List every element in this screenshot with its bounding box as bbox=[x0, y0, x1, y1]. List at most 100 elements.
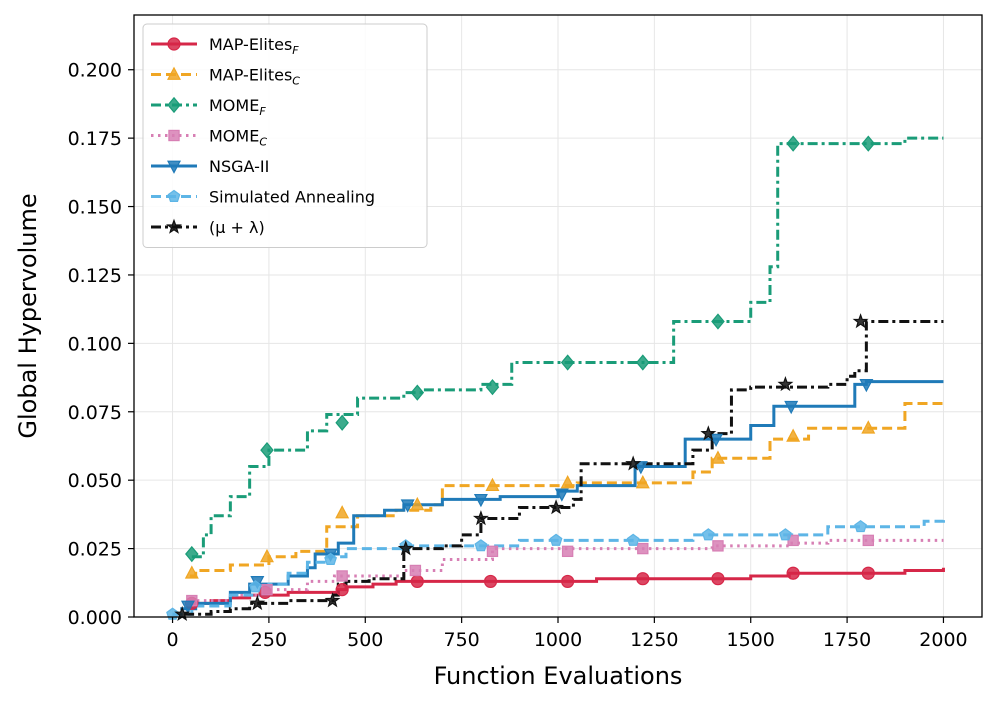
data-point-marker bbox=[625, 455, 642, 471]
series-line-4 bbox=[180, 380, 944, 611]
data-point-marker bbox=[261, 583, 273, 596]
data-point-marker bbox=[324, 552, 337, 565]
data-point-marker bbox=[180, 600, 195, 614]
data-point-marker bbox=[259, 548, 274, 563]
y-tick-label: 0.050 bbox=[68, 470, 122, 492]
series-markers-3 bbox=[186, 534, 874, 607]
data-point-marker bbox=[861, 566, 875, 580]
data-point-marker bbox=[560, 354, 575, 371]
series-line-2 bbox=[191, 136, 944, 559]
data-point-marker bbox=[410, 574, 424, 589]
y-tick-label: 0.150 bbox=[68, 197, 122, 219]
legend-subscript: C bbox=[292, 75, 300, 88]
data-point-marker bbox=[859, 379, 874, 393]
legend: MAP-ElitesFMAP-ElitesCMOMEFMOMECNSGA-IIS… bbox=[142, 23, 428, 248]
y-tick-label: 0.100 bbox=[68, 333, 122, 355]
data-point-marker bbox=[777, 376, 794, 392]
data-point-marker bbox=[324, 592, 341, 608]
legend-marker-2 bbox=[167, 96, 181, 114]
data-point-marker bbox=[711, 572, 725, 586]
x-axis-label: Function Evaluations bbox=[434, 662, 683, 690]
data-point-marker bbox=[633, 461, 648, 475]
data-point-marker bbox=[472, 510, 489, 526]
legend-subscript: C bbox=[259, 136, 267, 149]
data-point-marker bbox=[560, 475, 575, 489]
y-tick-label: 0.000 bbox=[68, 607, 122, 629]
legend-label-5: Simulated Annealing bbox=[209, 188, 375, 207]
x-tick-label: 500 bbox=[347, 629, 383, 651]
y-tick-label: 0.025 bbox=[68, 539, 122, 561]
legend-name: Simulated Annealing bbox=[209, 188, 375, 207]
legend-label-0: MAP-ElitesF bbox=[209, 35, 299, 57]
x-tick-label: 0 bbox=[166, 629, 178, 651]
data-point-marker bbox=[861, 135, 876, 152]
data-point-marker bbox=[548, 499, 565, 515]
data-point-marker bbox=[409, 564, 422, 577]
data-point-marker bbox=[410, 496, 425, 511]
data-point-marker bbox=[561, 574, 575, 589]
y-tick-label: 0.125 bbox=[68, 265, 122, 287]
data-point-marker bbox=[787, 534, 799, 547]
x-tick-label: 1500 bbox=[727, 629, 775, 651]
data-point-marker bbox=[249, 594, 266, 611]
legend-name: MOME bbox=[209, 96, 259, 115]
data-point-marker bbox=[786, 135, 800, 152]
data-point-marker bbox=[485, 379, 500, 396]
data-point-marker bbox=[711, 313, 725, 330]
data-point-marker bbox=[400, 499, 415, 513]
series-markers-0 bbox=[185, 566, 875, 610]
legend-name: NSGA-II bbox=[209, 157, 269, 176]
series-markers-1 bbox=[184, 420, 876, 579]
data-point-marker bbox=[636, 572, 650, 586]
legend-box bbox=[142, 23, 428, 248]
data-point-marker bbox=[474, 539, 488, 552]
data-point-marker bbox=[483, 574, 498, 589]
data-point-marker bbox=[335, 505, 350, 519]
legend-name: (μ + λ) bbox=[209, 218, 265, 237]
data-point-marker bbox=[335, 414, 349, 431]
data-point-marker bbox=[410, 384, 425, 401]
legend-label-1: MAP-ElitesC bbox=[209, 66, 300, 88]
series-line-5 bbox=[172, 518, 945, 616]
x-tick-label: 2000 bbox=[919, 629, 967, 651]
legend-marker-1 bbox=[167, 66, 181, 80]
data-point-marker bbox=[852, 313, 869, 329]
x-tick-label: 1250 bbox=[630, 629, 678, 651]
legend-subscript: F bbox=[292, 44, 299, 57]
data-point-marker bbox=[336, 570, 348, 582]
data-point-marker bbox=[335, 583, 349, 597]
data-point-marker bbox=[712, 540, 724, 552]
data-point-marker bbox=[184, 565, 199, 579]
series-markers-2 bbox=[185, 135, 876, 563]
series-line-1 bbox=[189, 402, 944, 578]
x-tick-label: 1750 bbox=[823, 629, 871, 651]
legend-name: MOME bbox=[209, 127, 259, 146]
legend-marker-3 bbox=[168, 129, 180, 142]
data-point-marker bbox=[701, 528, 715, 541]
legend-marker-5 bbox=[167, 189, 181, 202]
legend-name: MAP-Elites bbox=[209, 66, 292, 85]
data-point-marker bbox=[786, 566, 800, 580]
legend-marker-6 bbox=[166, 218, 182, 234]
series-markers-6 bbox=[174, 313, 869, 622]
y-axis-label: Global Hypervolume bbox=[14, 193, 42, 438]
data-point-marker bbox=[485, 477, 500, 492]
legend-marker-4 bbox=[167, 160, 181, 174]
data-point-marker bbox=[249, 580, 262, 593]
data-point-marker bbox=[861, 420, 876, 434]
y-tick-label: 0.175 bbox=[68, 128, 122, 150]
x-tick-label: 250 bbox=[251, 629, 287, 651]
data-point-marker bbox=[862, 534, 874, 547]
data-point-marker bbox=[397, 540, 414, 556]
data-point-marker bbox=[486, 545, 499, 558]
legend-label-3: MOMEC bbox=[209, 127, 267, 149]
data-point-marker bbox=[549, 533, 563, 546]
x-tick-label: 1000 bbox=[534, 629, 582, 651]
legend-marker-0 bbox=[167, 37, 181, 51]
y-tick-label: 0.075 bbox=[68, 402, 122, 424]
data-point-marker bbox=[636, 354, 650, 371]
axis-ticks: 0 250 500 750 1000 1250 1500 1750 2000 0.000 0.025… bbox=[68, 60, 968, 651]
x-tick-label: 750 bbox=[444, 629, 480, 651]
legend-subscript: F bbox=[259, 105, 266, 118]
